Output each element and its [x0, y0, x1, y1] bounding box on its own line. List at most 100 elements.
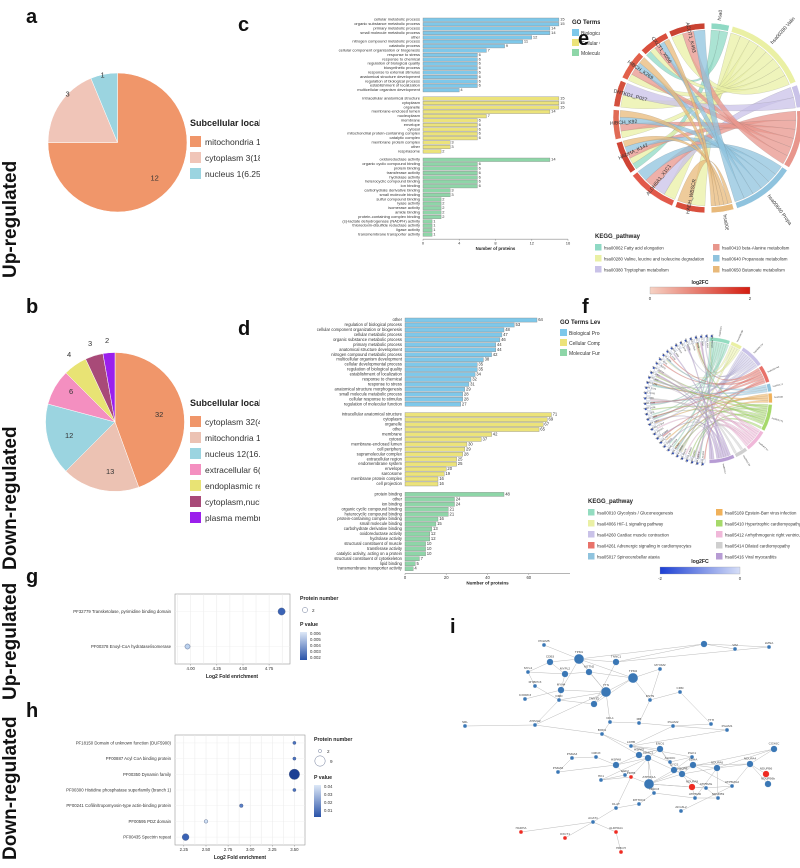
svg-text:hsa00380 Tryptophan metabolism: hsa00380 Tryptophan metabolism — [604, 268, 669, 273]
svg-text:Biological Process: Biological Process — [569, 331, 600, 337]
svg-text:ATP5MD: ATP5MD — [689, 792, 702, 796]
svg-text:TTN: TTN — [603, 683, 609, 687]
svg-text:0: 0 — [404, 575, 407, 580]
svg-text:32: 32 — [155, 410, 163, 419]
svg-text:hsa04261 Adr: hsa04261 Adr — [767, 365, 780, 373]
svg-text:Number of proteins: Number of proteins — [466, 581, 509, 586]
svg-text:65: 65 — [540, 427, 545, 432]
svg-text:15: 15 — [560, 104, 565, 109]
svg-text:transmembrane transporter acti: transmembrane transporter activity — [358, 231, 420, 236]
svg-text:-2: -2 — [658, 576, 662, 581]
svg-text:NDUFB6: NDUFB6 — [760, 767, 773, 771]
svg-text:6: 6 — [479, 83, 482, 88]
svg-text:hsa00640 Propa: hsa00640 Propa — [766, 194, 793, 227]
svg-text:C3ORF3: C3ORF3 — [519, 693, 531, 697]
svg-text:cytoplasm,nucleus 3(4.17%): cytoplasm,nucleus 3(4.17%) — [205, 497, 260, 507]
svg-text:OXCT1: OXCT1 — [560, 832, 571, 836]
svg-text:ALDOC: ALDOC — [665, 756, 676, 760]
svg-text:CRM: CRM — [676, 686, 683, 690]
svg-text:NDUFB9: NDUFB9 — [712, 792, 725, 796]
svg-text:34: 34 — [476, 372, 481, 377]
svg-text:MB: MB — [637, 717, 642, 721]
svg-text:64: 64 — [538, 317, 543, 322]
svg-text:Subcellular localization: Subcellular localization — [190, 118, 260, 128]
svg-text:hsa00650 Butanoate metabolism: hsa00650 Butanoate metabolism — [722, 268, 785, 273]
svg-text:4.75: 4.75 — [265, 666, 274, 671]
svg-text:2.75: 2.75 — [224, 847, 233, 852]
svg-text:DES: DES — [701, 640, 707, 641]
svg-text:log2FC: log2FC — [692, 280, 709, 286]
svg-text:TTH: TTH — [708, 718, 714, 722]
svg-text:0: 0 — [649, 296, 652, 301]
svg-text:0.002: 0.002 — [310, 655, 321, 660]
svg-text:TNNT2: TNNT2 — [589, 697, 599, 701]
svg-text:PF18150 Domain of unknown func: PF18150 Domain of unknown function (DUF5… — [76, 740, 172, 745]
svg-text:respirasome: respirasome — [398, 148, 421, 153]
svg-text:60: 60 — [526, 575, 531, 580]
svg-text:nucleus 1(6.25%): nucleus 1(6.25%) — [205, 169, 260, 179]
svg-text:PDLIM5: PDLIM5 — [538, 640, 549, 643]
svg-text:PGAM2: PGAM2 — [668, 720, 679, 724]
svg-text:PF00350 Dynamin family: PF00350 Dynamin family — [123, 772, 172, 777]
svg-text:9: 9 — [506, 43, 509, 48]
svg-text:hsa05416 Vir: hsa05416 Vir — [721, 463, 725, 474]
svg-text:16: 16 — [566, 241, 571, 246]
svg-text:67: 67 — [544, 422, 549, 427]
svg-text:PDHB: PDHB — [627, 771, 636, 775]
svg-text:cell projection: cell projection — [376, 481, 402, 486]
svg-text:1: 1 — [433, 231, 436, 236]
svg-text:mitochondria 13(18.06%): mitochondria 13(18.06%) — [205, 433, 260, 443]
svg-text:VDAC3: VDAC3 — [649, 787, 660, 791]
svg-text:nucleus 12(16.67%): nucleus 12(16.67%) — [205, 449, 260, 459]
svg-text:MYBPC3: MYBPC3 — [529, 680, 542, 684]
svg-text:SDHA: SDHA — [689, 758, 699, 762]
svg-text:Log2 Fold enrichment: Log2 Fold enrichment — [214, 855, 267, 861]
svg-text:PSMA5: PSMA5 — [553, 766, 564, 770]
svg-text:53: 53 — [516, 322, 521, 327]
svg-text:27: 27 — [462, 401, 467, 406]
svg-text:hsa05017 Spi: hsa05017 Spi — [772, 383, 783, 388]
svg-text:Cellular Component: Cellular Component — [569, 341, 600, 347]
svg-text:NDUFA4: NDUFA4 — [744, 757, 756, 761]
svg-text:PGAM1: PGAM1 — [722, 724, 733, 728]
svg-text:VIM: VIM — [732, 643, 738, 647]
svg-text:HK1: HK1 — [598, 774, 604, 778]
svg-text:mitochondria 12(75%): mitochondria 12(75%) — [205, 137, 260, 147]
svg-text:hsa05169 Epstein-Barr virus in: hsa05169 Epstein-Barr virus infection — [725, 511, 797, 516]
svg-text:0.04: 0.04 — [324, 784, 333, 789]
svg-text:DMD_WBSCR: DMD_WBSCR — [710, 334, 713, 348]
svg-text:0.005: 0.005 — [310, 637, 321, 642]
svg-text:0.003: 0.003 — [310, 649, 321, 654]
svg-text:DLAT: DLAT — [612, 802, 620, 806]
svg-text:0.006: 0.006 — [310, 631, 321, 636]
svg-text:3.25: 3.25 — [268, 847, 277, 852]
svg-text:MYPL2: MYPL2 — [560, 667, 570, 671]
svg-text:HIBCH: HIBCH — [616, 846, 626, 850]
svg-text:hsa05412 Arr: hsa05412 Arr — [757, 441, 768, 452]
svg-text:69: 69 — [549, 417, 554, 422]
svg-text:46: 46 — [501, 337, 506, 342]
svg-text:10: 10 — [427, 551, 432, 556]
svg-text:hsa04066 HIF: hsa04066 HIF — [737, 329, 745, 342]
svg-text:2.25: 2.25 — [180, 847, 189, 852]
svg-text:PSMA3: PSMA3 — [567, 752, 578, 756]
svg-text:PGK1: PGK1 — [688, 751, 697, 755]
svg-text:ACAT1: ACAT1 — [588, 816, 598, 820]
svg-text:hsa05414 Dilated cardiomyopath: hsa05414 Dilated cardiomyopathy — [725, 544, 791, 549]
svg-text:3: 3 — [66, 90, 70, 99]
svg-text:hsa00010 Gly: hsa00010 Gly — [719, 326, 723, 336]
svg-text:DSTN: DSTN — [646, 694, 654, 698]
svg-text:Molecular Function: Molecular Function — [581, 51, 600, 57]
svg-text:TNNC1: TNNC1 — [611, 655, 622, 659]
svg-text:48: 48 — [505, 491, 510, 496]
svg-text:7: 7 — [421, 556, 424, 561]
svg-text:ATP5MG: ATP5MG — [700, 782, 713, 786]
svg-text:hsa00062 Fatty acid elongation: hsa00062 Fatty acid elongation — [604, 246, 664, 251]
svg-text:hsa05414 Dil: hsa05414 Dil — [742, 455, 750, 467]
svg-text:7: 7 — [488, 47, 491, 52]
svg-text:CFL1: CFL1 — [606, 716, 614, 720]
svg-text:21: 21 — [450, 511, 455, 516]
svg-text:hsa00410 beta-Alanine metaboli: hsa00410 beta-Alanine metabolism — [722, 246, 790, 251]
svg-text:CMNX: CMNX — [591, 751, 600, 755]
svg-text:9: 9 — [330, 759, 333, 764]
